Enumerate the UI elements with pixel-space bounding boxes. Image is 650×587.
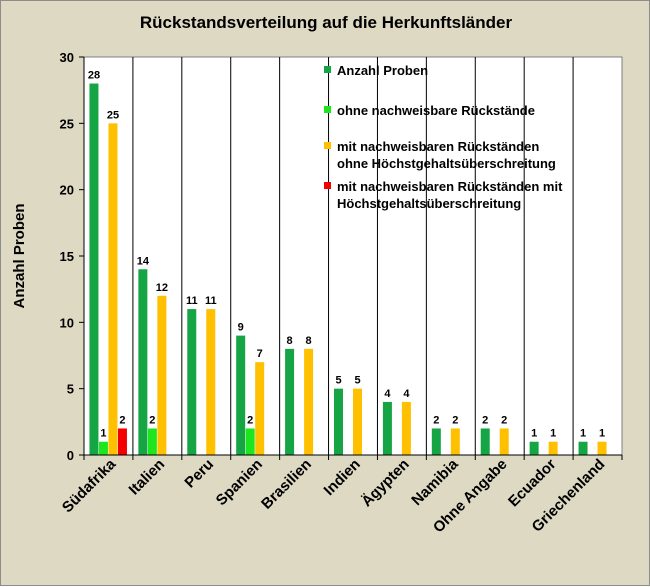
- data-label: 8: [306, 335, 312, 347]
- x-category-label: Indien: [321, 456, 364, 499]
- data-label: 2: [452, 414, 458, 426]
- data-label: 2: [247, 414, 253, 426]
- bar: [480, 428, 490, 455]
- bar: [138, 269, 148, 455]
- legend-entry-text: ohne Höchstgehaltsüberschreitung: [337, 156, 556, 171]
- legend-swatch: [324, 142, 331, 149]
- data-label: 2: [149, 414, 155, 426]
- legend-entry-text: ohne nachweisbare Rückstände: [337, 103, 535, 118]
- bar: [236, 335, 246, 455]
- data-label: 1: [580, 428, 586, 440]
- bar: [578, 441, 588, 455]
- data-label: 12: [156, 282, 168, 294]
- x-category-label: Südafrika: [59, 455, 120, 516]
- bar: [117, 428, 127, 455]
- bar: [206, 309, 216, 455]
- data-label: 8: [287, 335, 293, 347]
- bar: [245, 428, 255, 455]
- data-label: 28: [88, 70, 100, 82]
- data-label: 4: [384, 388, 391, 400]
- category-dividers: [132, 57, 574, 455]
- bar: [108, 123, 118, 455]
- bar: [157, 295, 167, 455]
- data-label: 14: [137, 255, 150, 267]
- legend-swatch: [324, 106, 331, 113]
- y-tick-label: 30: [60, 50, 74, 65]
- legend-swatch: [324, 182, 331, 189]
- bar: [89, 83, 99, 456]
- y-tick-label: 5: [67, 382, 74, 397]
- bar: [401, 401, 411, 455]
- data-label: 1: [550, 428, 556, 440]
- bar: [147, 428, 157, 455]
- y-tick-label: 20: [60, 183, 74, 198]
- data-label: 11: [186, 295, 198, 307]
- y-tick-label: 25: [60, 116, 74, 131]
- x-category-label: Ägypten: [358, 456, 412, 510]
- legend-entry-text: Anzahl Proben: [337, 63, 428, 78]
- y-axis: 0 5 10 15 20 25 30: [60, 50, 85, 463]
- data-label: 2: [119, 414, 125, 426]
- data-label: 2: [501, 414, 507, 426]
- bar: [285, 348, 295, 455]
- bar: [529, 441, 539, 455]
- chart-title: Rückstandsverteilung auf die Herkunftslä…: [140, 13, 513, 32]
- data-label: 11: [205, 295, 217, 307]
- bar: [597, 441, 607, 455]
- y-tick-label: 10: [60, 315, 74, 330]
- legend-swatch: [324, 66, 331, 73]
- bar: [499, 428, 509, 455]
- bar: [334, 388, 343, 455]
- bar: [382, 401, 392, 455]
- bar: [187, 309, 197, 455]
- bar: [548, 441, 558, 455]
- y-tick-label: 15: [60, 249, 74, 264]
- data-label: 9: [238, 322, 244, 334]
- bar: [255, 362, 265, 455]
- y-tick-label: 0: [67, 448, 74, 463]
- data-label: 25: [107, 109, 119, 121]
- legend-entry-text: mit nachweisbaren Rückständen mit: [337, 179, 563, 194]
- bar: [450, 428, 460, 455]
- bar: [304, 348, 314, 455]
- bar: [431, 428, 441, 455]
- data-label: 1: [100, 428, 106, 440]
- x-category-label: Italien: [126, 456, 169, 499]
- data-label: 5: [335, 375, 341, 387]
- bar: [98, 441, 108, 455]
- bars: [89, 83, 607, 456]
- y-axis-label: Anzahl Proben: [11, 203, 28, 308]
- data-label: 4: [403, 388, 410, 400]
- legend-entry-text: Höchstgehaltsüberschreitung: [337, 196, 521, 211]
- legend: Anzahl Proben ohne nachweisbare Rückständ…: [324, 63, 563, 211]
- data-label: 2: [482, 414, 488, 426]
- data-label: 1: [599, 428, 605, 440]
- x-category-label: Brasilien: [258, 456, 315, 513]
- bar: [353, 388, 362, 455]
- x-category-label: Peru: [181, 456, 217, 492]
- legend-entry-text: mit nachweisbaren Rückständen: [337, 139, 539, 154]
- data-label: 5: [354, 375, 360, 387]
- data-label: 2: [433, 414, 439, 426]
- data-label: 1: [531, 428, 537, 440]
- data-label: 7: [257, 348, 263, 360]
